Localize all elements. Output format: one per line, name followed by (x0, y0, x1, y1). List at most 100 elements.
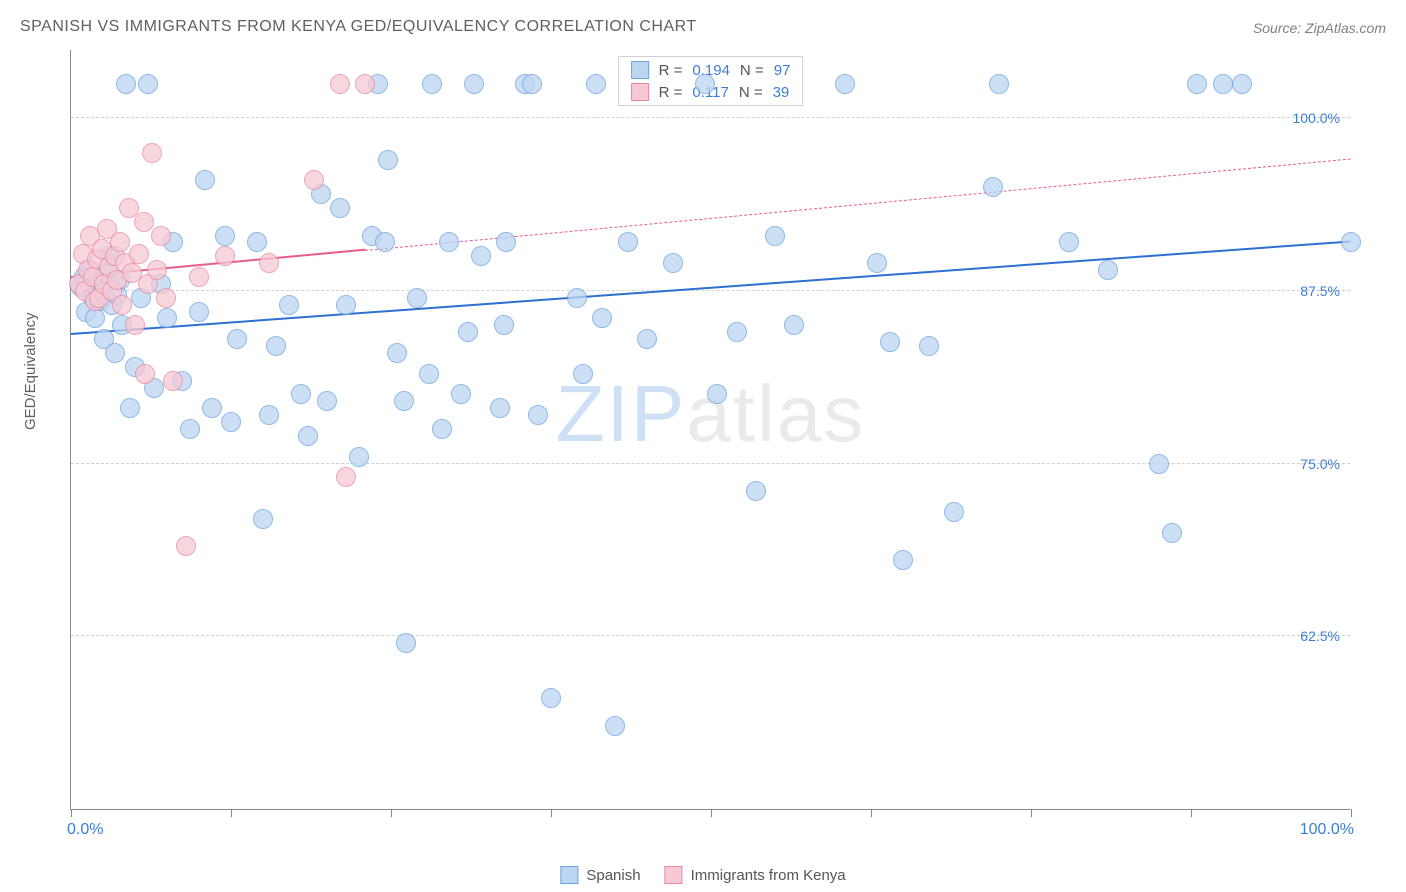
data-point-spanish (605, 716, 625, 736)
data-point-spanish (707, 384, 727, 404)
data-point-kenya (147, 260, 167, 280)
data-point-spanish (637, 329, 657, 349)
data-point-spanish (1187, 74, 1207, 94)
gridline-horizontal (71, 290, 1350, 291)
data-point-spanish (592, 308, 612, 328)
data-point-spanish (221, 412, 241, 432)
data-point-spanish (279, 295, 299, 315)
data-point-spanish (387, 343, 407, 363)
data-point-kenya (189, 267, 209, 287)
data-point-kenya (176, 536, 196, 556)
legend-label-kenya: Immigrants from Kenya (691, 867, 846, 884)
data-point-spanish (349, 447, 369, 467)
data-point-spanish (120, 398, 140, 418)
data-point-spanish (880, 332, 900, 352)
r-label: R = (659, 62, 683, 79)
data-point-spanish (407, 288, 427, 308)
x-tick (1351, 809, 1352, 817)
data-point-kenya (129, 244, 149, 264)
r-label: R = (659, 84, 683, 101)
data-point-spanish (259, 405, 279, 425)
x-tick (71, 809, 72, 817)
data-point-spanish (419, 364, 439, 384)
data-point-spanish (422, 74, 442, 94)
x-tick (1031, 809, 1032, 817)
chart-title: SPANISH VS IMMIGRANTS FROM KENYA GED/EQU… (20, 18, 697, 36)
n-value-spanish: 97 (774, 62, 791, 79)
data-point-kenya (355, 74, 375, 94)
data-point-kenya (259, 253, 279, 273)
data-point-spanish (1341, 232, 1361, 252)
data-point-spanish (784, 315, 804, 335)
data-point-spanish (458, 322, 478, 342)
y-tick-label: 62.5% (1300, 628, 1340, 644)
x-tick (711, 809, 712, 817)
data-point-spanish (522, 74, 542, 94)
data-point-spanish (298, 426, 318, 446)
data-point-spanish (1162, 523, 1182, 543)
x-tick (1191, 809, 1192, 817)
x-tick (391, 809, 392, 817)
data-point-spanish (695, 74, 715, 94)
legend-item-spanish: Spanish (560, 866, 640, 884)
data-point-spanish (989, 74, 1009, 94)
data-point-kenya (330, 74, 350, 94)
data-point-spanish (663, 253, 683, 273)
data-point-spanish (1098, 260, 1118, 280)
data-point-kenya (304, 170, 324, 190)
data-point-spanish (490, 398, 510, 418)
data-point-kenya (156, 288, 176, 308)
n-value-kenya: 39 (773, 84, 790, 101)
data-point-kenya (125, 315, 145, 335)
data-point-spanish (227, 329, 247, 349)
watermark-rest: atlas (686, 369, 865, 458)
data-point-spanish (215, 226, 235, 246)
x-tick (231, 809, 232, 817)
data-point-spanish (138, 74, 158, 94)
n-label: N = (740, 62, 764, 79)
data-point-spanish (202, 398, 222, 418)
data-point-spanish (378, 150, 398, 170)
data-point-spanish (396, 633, 416, 653)
data-point-spanish (157, 308, 177, 328)
data-point-spanish (867, 253, 887, 273)
data-point-spanish (541, 688, 561, 708)
y-tick-label: 100.0% (1293, 110, 1340, 126)
x-axis-max-label: 100.0% (1300, 821, 1354, 839)
data-point-spanish (1059, 232, 1079, 252)
data-point-spanish (746, 481, 766, 501)
data-point-spanish (432, 419, 452, 439)
data-point-spanish (573, 364, 593, 384)
data-point-kenya (142, 143, 162, 163)
legend-label-spanish: Spanish (586, 867, 640, 884)
data-point-spanish (116, 74, 136, 94)
data-point-kenya (336, 467, 356, 487)
swatch-kenya (665, 866, 683, 884)
data-point-spanish (439, 232, 459, 252)
data-point-spanish (1213, 74, 1233, 94)
x-tick (551, 809, 552, 817)
data-point-spanish (567, 288, 587, 308)
data-point-kenya (151, 226, 171, 246)
data-point-kenya (112, 295, 132, 315)
data-point-kenya (215, 246, 235, 266)
data-point-spanish (919, 336, 939, 356)
x-tick (871, 809, 872, 817)
data-point-spanish (451, 384, 471, 404)
data-point-kenya (134, 212, 154, 232)
n-label: N = (739, 84, 763, 101)
data-point-spanish (291, 384, 311, 404)
data-point-spanish (330, 198, 350, 218)
data-point-spanish (586, 74, 606, 94)
y-tick-label: 75.0% (1300, 456, 1340, 472)
x-axis-min-label: 0.0% (67, 821, 103, 839)
data-point-spanish (253, 509, 273, 529)
data-point-spanish (375, 232, 395, 252)
watermark: ZIPatlas (556, 368, 865, 460)
data-point-spanish (180, 419, 200, 439)
gridline-horizontal (71, 635, 1350, 636)
legend-item-kenya: Immigrants from Kenya (665, 866, 846, 884)
data-point-spanish (944, 502, 964, 522)
data-point-kenya (110, 232, 130, 252)
data-point-spanish (528, 405, 548, 425)
